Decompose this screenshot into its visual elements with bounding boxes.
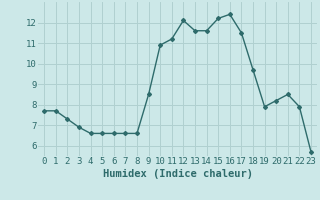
X-axis label: Humidex (Indice chaleur): Humidex (Indice chaleur)	[103, 169, 252, 179]
